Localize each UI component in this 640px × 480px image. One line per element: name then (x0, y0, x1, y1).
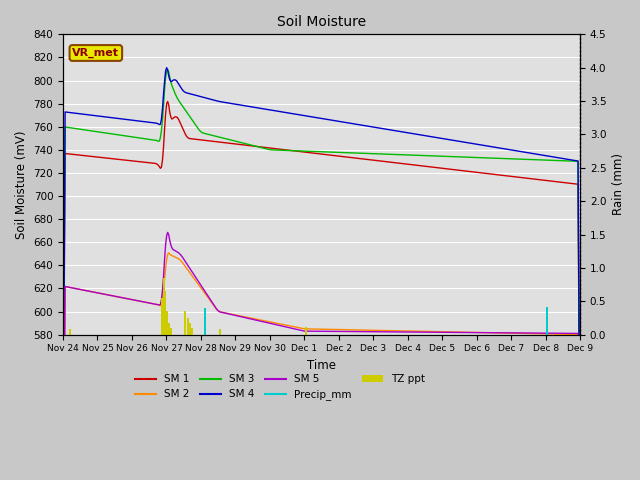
Text: VR_met: VR_met (72, 48, 119, 58)
Title: Soil Moisture: Soil Moisture (277, 15, 366, 29)
Bar (164, 291, 166, 335)
Bar (219, 329, 221, 335)
Bar (204, 308, 206, 335)
Bar (161, 298, 163, 335)
Bar (69, 329, 71, 335)
Bar (166, 311, 168, 335)
Bar (168, 323, 170, 335)
Bar (163, 278, 164, 335)
Bar (305, 326, 307, 335)
Y-axis label: Rain (mm): Rain (mm) (612, 154, 625, 216)
Bar (547, 307, 548, 335)
Y-axis label: Soil Moisture (mV): Soil Moisture (mV) (15, 130, 28, 239)
Bar (170, 328, 172, 335)
Legend: SM 1, SM 2, SM 3, SM 4, SM 5, Precip_mm, TZ ppt: SM 1, SM 2, SM 3, SM 4, SM 5, Precip_mm,… (131, 370, 429, 405)
Bar (187, 318, 189, 335)
X-axis label: Time: Time (307, 359, 336, 372)
Bar (184, 311, 186, 335)
Bar (191, 328, 193, 335)
Bar (189, 323, 191, 335)
